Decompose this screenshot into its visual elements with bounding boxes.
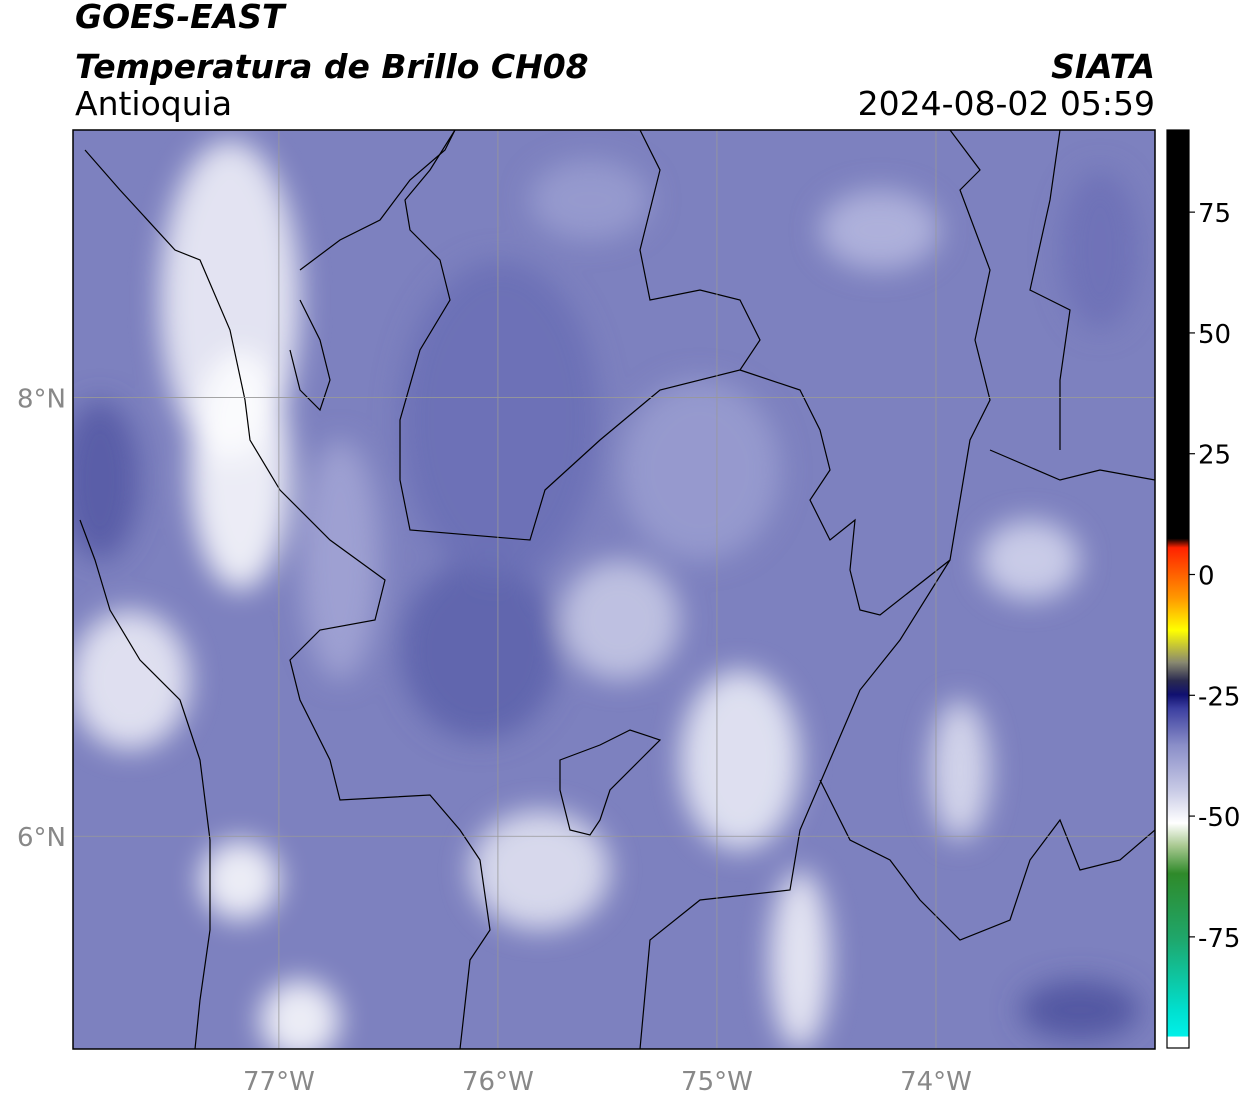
cloud — [73, 610, 190, 750]
coastline — [289, 130, 456, 412]
cloud — [200, 840, 280, 920]
colorbar-tick-label: 0 — [1198, 562, 1215, 592]
x-tick-label: 74°W — [900, 1067, 972, 1097]
colorbar — [1166, 129, 1190, 1049]
cloud — [400, 260, 600, 580]
boundary — [639, 559, 951, 1049]
boundary — [84, 149, 491, 1049]
map-frame — [72, 129, 1156, 1050]
boundaries — [79, 130, 1155, 1049]
boundary — [739, 130, 991, 616]
boundary — [989, 130, 1155, 481]
colorbar-tick-label: -75 — [1198, 924, 1240, 954]
boundary — [819, 779, 1155, 941]
cloud — [770, 870, 830, 1049]
colorbar-tick-label: -50 — [1198, 803, 1240, 833]
cloud — [1020, 980, 1140, 1040]
grid — [73, 130, 1155, 1049]
cloud — [930, 700, 990, 840]
cloud — [190, 350, 290, 590]
cloud — [620, 380, 780, 560]
cloud — [560, 560, 680, 680]
cloud — [470, 810, 610, 930]
cloud — [400, 560, 560, 740]
x-tick-label: 76°W — [462, 1067, 534, 1097]
cloud — [980, 520, 1080, 600]
region: Antioquia — [75, 84, 232, 123]
boundary — [559, 729, 662, 836]
coastline — [79, 519, 211, 1049]
boundary — [399, 130, 761, 541]
cloud — [1060, 170, 1140, 330]
y-tick-label: 6°N — [17, 823, 66, 853]
map-image — [73, 130, 1155, 1049]
title: GOES-EAST — [75, 0, 287, 36]
x-tick-label: 75°W — [681, 1067, 753, 1097]
cloud — [73, 400, 140, 560]
cloud — [820, 190, 940, 270]
colorbar-tick-label: 25 — [1198, 441, 1231, 471]
colorbar-tick-label: 50 — [1198, 320, 1231, 350]
x-tick-label: 77°W — [243, 1067, 315, 1097]
timestamp: 2024-08-02 05:59 — [858, 84, 1155, 123]
colorbar-tick-label: -25 — [1198, 682, 1240, 712]
cloud — [680, 670, 800, 850]
cloud — [260, 980, 340, 1049]
y-tick-label: 8°N — [17, 385, 66, 415]
colorbar-tick-label: 75 — [1198, 199, 1231, 229]
cloud — [300, 440, 380, 680]
source: SIATA — [1051, 47, 1155, 86]
cloud — [530, 160, 650, 240]
cloud-field — [73, 140, 1140, 1049]
subtitle: Temperatura de Brillo CH08 — [75, 47, 589, 86]
